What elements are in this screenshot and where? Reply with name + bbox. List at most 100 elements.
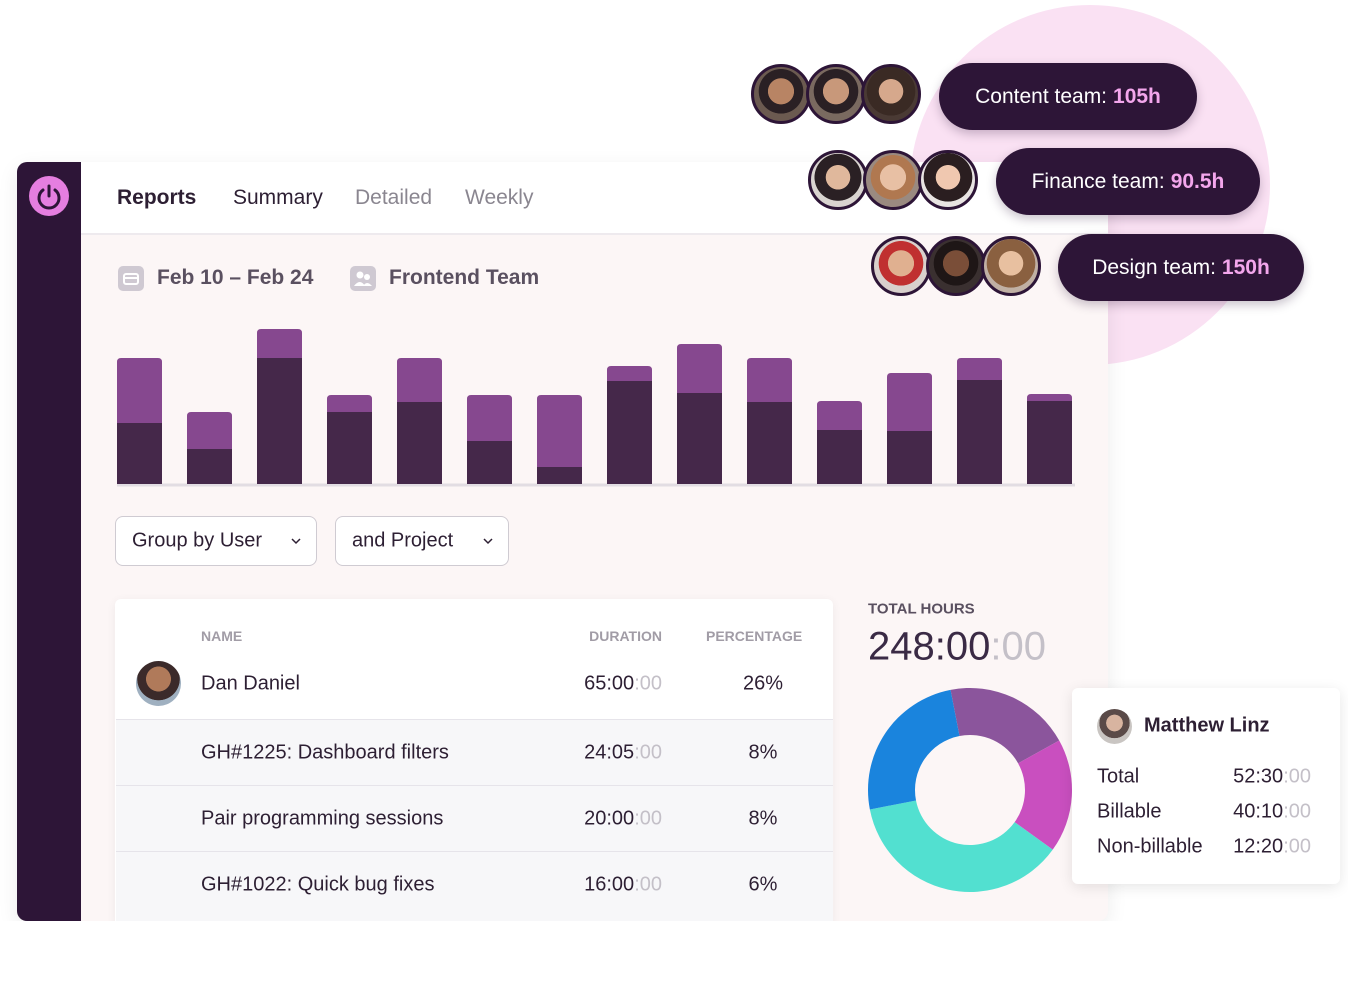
sidebar (17, 162, 81, 921)
project-name: GH#1022: Quick bug fixes (201, 873, 435, 896)
logo[interactable] (29, 176, 69, 216)
user-name: Matthew Linz (1144, 714, 1270, 737)
team-avatar (981, 236, 1041, 296)
donut-segment (869, 800, 1053, 892)
duration-seconds: :00 (634, 807, 662, 830)
team-pill[interactable]: Design team: 150h (1058, 234, 1304, 301)
chevron (291, 538, 301, 545)
bar-segment (117, 358, 162, 423)
stat-seconds: :00 (1283, 800, 1311, 823)
percentage: 8% (748, 807, 778, 830)
duration: 65:00:00 (584, 673, 662, 696)
team-pill[interactable]: Finance team: 90.5h (996, 148, 1260, 215)
stat-seconds: :00 (1283, 835, 1311, 858)
team-label: Content team: (975, 84, 1108, 108)
stat-value: 12:20:00 (1233, 836, 1311, 859)
bar-segment (957, 358, 1002, 380)
total-hours-value: 248:00 (868, 624, 991, 669)
dropdown-label: and Project (352, 529, 454, 552)
tab[interactable]: Summary (233, 186, 323, 209)
bar-segment (327, 395, 372, 412)
bar-segment (187, 412, 232, 449)
team-avatar (861, 64, 921, 124)
bar-segment (327, 412, 372, 484)
bar-segment (397, 358, 442, 402)
bar-segment (1027, 401, 1072, 484)
bar-segment (957, 380, 1002, 484)
stat-value: 52:30:00 (1233, 766, 1311, 789)
column-header: DURATION (589, 628, 662, 644)
bar-segment (257, 329, 302, 358)
team-filter[interactable]: Frontend Team (389, 266, 540, 289)
bar-chart (117, 329, 1075, 487)
bar-segment (817, 430, 862, 484)
bar-segment (467, 395, 512, 441)
bar-segment (747, 402, 792, 484)
tab[interactable]: Reports (117, 186, 197, 209)
team-avatar (918, 150, 978, 210)
team-avatar (871, 236, 931, 296)
bar-segment (537, 467, 582, 484)
bar-segment (607, 366, 652, 381)
bar-segment (187, 449, 232, 484)
project-name: Pair programming sessions (201, 807, 444, 830)
bar-segment (747, 358, 792, 402)
team-avatar (806, 64, 866, 124)
date-range[interactable]: Feb 10 – Feb 24 (157, 266, 314, 289)
duration-value: 16:00 (584, 873, 635, 896)
tab[interactable]: Weekly (465, 186, 534, 209)
bar-segment (887, 431, 932, 484)
user-avatar (1097, 709, 1132, 744)
team-icon (350, 266, 376, 291)
percentage: 8% (748, 741, 778, 764)
bar-segment (397, 402, 442, 484)
total-hours: 248:00:00 (868, 625, 1046, 670)
stat-time: 52:30 (1233, 765, 1284, 788)
bar-segment (677, 344, 722, 393)
donut-segment (950, 688, 1060, 764)
duration-seconds: :00 (634, 873, 662, 896)
team-label: Design team: (1092, 255, 1216, 279)
user-name: Dan Daniel (201, 672, 300, 695)
table-row: GH#1225: Dashboard filters 24:05:00 8% (116, 719, 833, 786)
duration: 16:00:00 (584, 874, 662, 897)
chevron (483, 538, 493, 545)
project-dropdown[interactable]: and Project (335, 516, 509, 566)
logo-icon (37, 184, 61, 210)
percentage: 6% (748, 873, 778, 896)
team-hours: 105h (1113, 84, 1161, 108)
team-avatar (863, 150, 923, 210)
team-hours: 150h (1221, 255, 1270, 279)
bottom-fade (0, 921, 1348, 1000)
team-avatar (926, 236, 986, 296)
bar-segment (817, 401, 862, 430)
stat-value: 40:10:00 (1233, 801, 1311, 824)
stat-label: Billable (1097, 800, 1162, 823)
tab[interactable]: Detailed (355, 186, 433, 209)
stat-label: Non-billable (1097, 835, 1203, 858)
team-pill[interactable]: Content team: 105h (939, 63, 1197, 130)
bar-segment (887, 373, 932, 431)
bar-segment (537, 395, 582, 467)
donut-chart (868, 688, 1072, 892)
donut-segment (1014, 740, 1072, 850)
column-header: PERCENTAGE (706, 628, 803, 644)
calendar-icon (118, 266, 144, 291)
bar-segment (1027, 394, 1072, 401)
duration-value: 24:05 (584, 741, 635, 764)
table-row: GH#1022: Quick bug fixes 16:00:00 6% (116, 851, 833, 922)
user-avatar (136, 661, 181, 706)
stat-seconds: :00 (1283, 765, 1311, 788)
stat-time: 40:10 (1233, 800, 1284, 823)
bar-segment (607, 381, 652, 484)
bar-segment (677, 393, 722, 484)
duration: 20:00:00 (584, 808, 662, 831)
group-by-dropdown[interactable]: Group by User (115, 516, 317, 566)
duration-value: 20:00 (584, 807, 635, 830)
bar-segment (467, 441, 512, 484)
dropdown-label: Group by User (132, 529, 263, 552)
team-hours: 90.5h (1170, 169, 1225, 193)
total-hours-seconds: :00 (990, 624, 1046, 669)
team-avatar (751, 64, 811, 124)
